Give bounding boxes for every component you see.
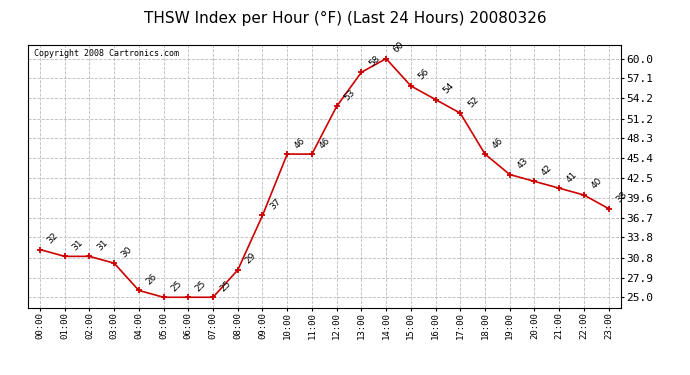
Text: 46: 46 xyxy=(293,135,307,150)
Text: 40: 40 xyxy=(589,176,604,191)
Text: 60: 60 xyxy=(392,40,406,54)
Text: 37: 37 xyxy=(268,197,282,211)
Text: 25: 25 xyxy=(194,279,208,293)
Text: 26: 26 xyxy=(144,272,159,286)
Text: THSW Index per Hour (°F) (Last 24 Hours) 20080326: THSW Index per Hour (°F) (Last 24 Hours)… xyxy=(144,11,546,26)
Text: 30: 30 xyxy=(119,244,134,259)
Text: 38: 38 xyxy=(614,190,629,204)
Text: Copyright 2008 Cartronics.com: Copyright 2008 Cartronics.com xyxy=(34,49,179,58)
Text: 53: 53 xyxy=(342,88,357,102)
Text: 46: 46 xyxy=(491,135,505,150)
Text: 56: 56 xyxy=(416,67,431,82)
Text: 58: 58 xyxy=(367,54,382,68)
Text: 41: 41 xyxy=(564,170,579,184)
Text: 52: 52 xyxy=(466,94,480,109)
Text: 25: 25 xyxy=(219,279,233,293)
Text: 42: 42 xyxy=(540,163,554,177)
Text: 25: 25 xyxy=(169,279,184,293)
Text: 32: 32 xyxy=(46,231,60,245)
Text: 54: 54 xyxy=(441,81,455,95)
Text: 43: 43 xyxy=(515,156,530,170)
Text: 29: 29 xyxy=(244,251,258,266)
Text: 31: 31 xyxy=(70,238,85,252)
Text: 31: 31 xyxy=(95,238,110,252)
Text: 46: 46 xyxy=(317,135,332,150)
